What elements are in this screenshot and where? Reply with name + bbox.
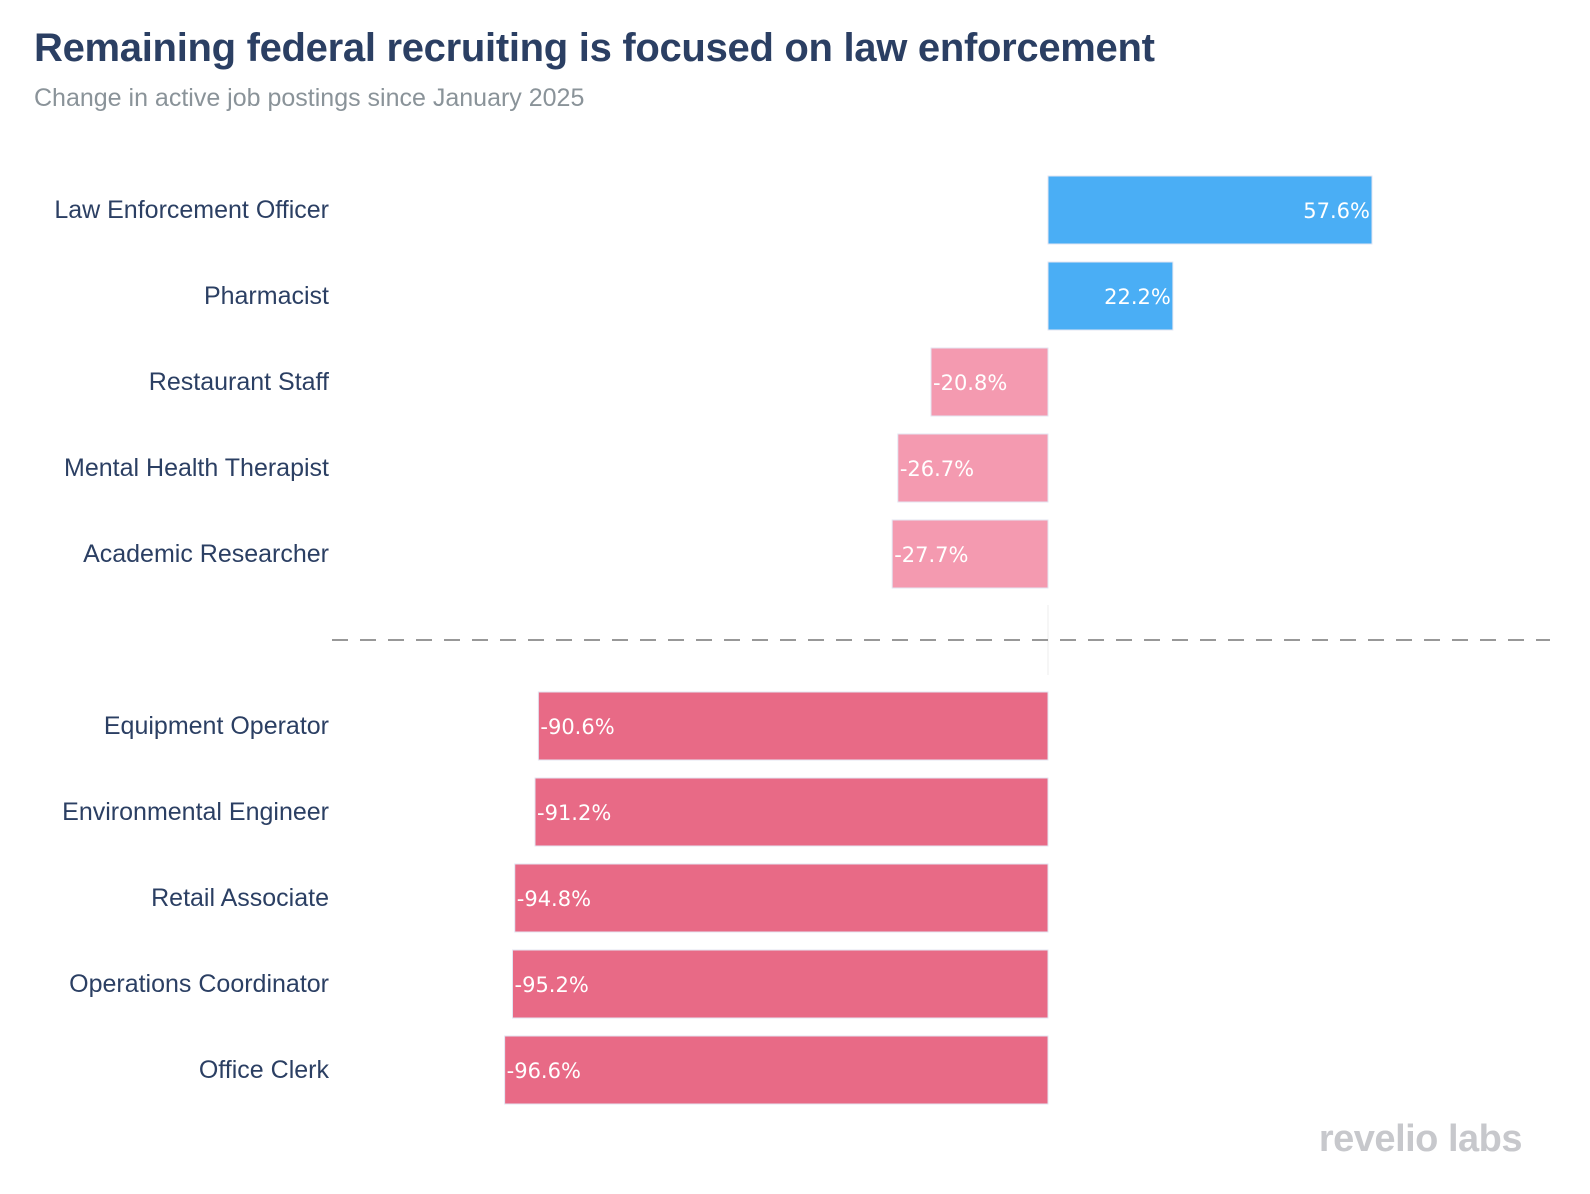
data-label: -95.2% <box>515 973 589 997</box>
data-label: 22.2% <box>1104 285 1171 309</box>
data-label: -94.8% <box>517 887 591 911</box>
category-label: Environmental Engineer <box>62 798 329 826</box>
category-label: Academic Researcher <box>83 540 329 568</box>
category-label: Law Enforcement Officer <box>54 196 329 224</box>
bar <box>514 863 1049 933</box>
bar <box>504 1035 1049 1105</box>
category-label: Pharmacist <box>204 282 329 310</box>
bar <box>897 433 1049 503</box>
bar <box>537 691 1049 761</box>
data-label: -20.8% <box>933 371 1007 395</box>
category-label: Restaurant Staff <box>149 368 329 396</box>
category-label: Retail Associate <box>151 884 329 912</box>
revelio-labs-logo: revelio labs <box>1318 1118 1523 1160</box>
data-label: -91.2% <box>537 801 611 825</box>
bar <box>1047 261 1174 331</box>
bar <box>512 949 1049 1019</box>
data-label: -90.6% <box>540 715 614 739</box>
chart-subtitle: Change in active job postings since Janu… <box>34 84 585 112</box>
chart-title: Remaining federal recruiting is focused … <box>34 26 1155 70</box>
data-label: 57.6% <box>1303 199 1370 223</box>
bar <box>891 519 1049 589</box>
data-label: -96.6% <box>507 1059 581 1083</box>
bar <box>930 347 1049 417</box>
data-label: -26.7% <box>900 457 974 481</box>
category-label: Office Clerk <box>199 1056 330 1084</box>
bar <box>1047 175 1373 245</box>
category-label: Mental Health Therapist <box>64 454 329 482</box>
category-label: Operations Coordinator <box>69 970 329 998</box>
bar <box>534 777 1049 847</box>
data-label: -27.7% <box>894 543 968 567</box>
category-label: Equipment Operator <box>104 712 329 740</box>
